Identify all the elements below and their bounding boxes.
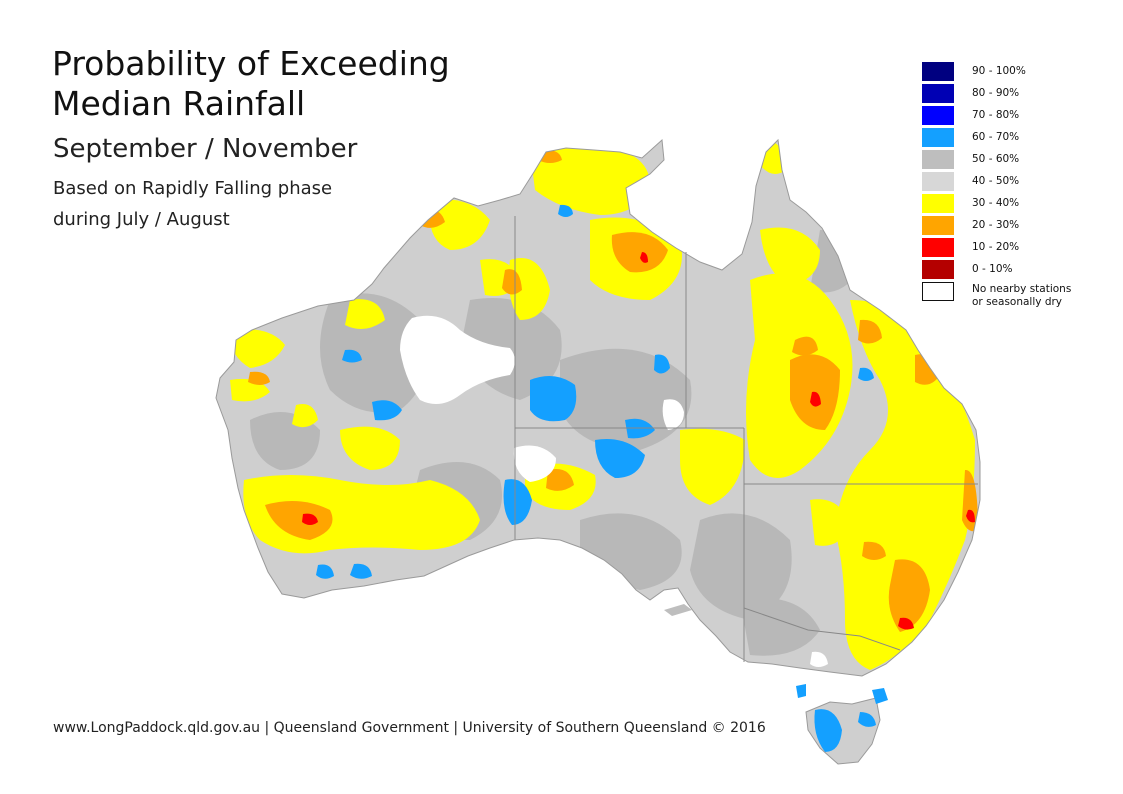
coastline bbox=[215, 138, 981, 765]
kangaroo-island bbox=[664, 604, 692, 616]
legend-swatch bbox=[922, 106, 954, 125]
legend-swatch bbox=[922, 128, 954, 147]
map-subtitle: September / November bbox=[53, 134, 358, 164]
legend-label: 60 - 70% bbox=[972, 131, 1020, 143]
legend-swatch bbox=[922, 194, 954, 213]
legend-item: 40 - 50% bbox=[922, 172, 1122, 194]
legend-swatch-no-data bbox=[922, 282, 954, 301]
legend-swatch bbox=[922, 84, 954, 103]
legend-swatch bbox=[922, 216, 954, 235]
legend-label: 70 - 80% bbox=[972, 109, 1020, 121]
legend-label: 0 - 10% bbox=[972, 263, 1013, 275]
flinders-island bbox=[872, 688, 888, 704]
legend-item: 80 - 90% bbox=[922, 84, 1122, 106]
legend-item: 70 - 80% bbox=[922, 106, 1122, 128]
king-island bbox=[796, 684, 806, 698]
legend-swatch bbox=[922, 62, 954, 81]
legend-item: 50 - 60% bbox=[922, 150, 1122, 172]
legend-swatch bbox=[922, 172, 954, 191]
legend-swatch bbox=[922, 260, 954, 279]
legend-swatch bbox=[922, 150, 954, 169]
title-line-2: Median Rainfall bbox=[52, 84, 306, 123]
legend-swatch bbox=[922, 238, 954, 257]
footer-credits: www.LongPaddock.qld.gov.au | Queensland … bbox=[53, 720, 766, 736]
phase-description-line-2: during July / August bbox=[53, 209, 230, 230]
legend-label: 90 - 100% bbox=[972, 65, 1026, 77]
legend-label-no-data: No nearby stations or seasonally dry bbox=[972, 283, 1071, 309]
legend-item: 10 - 20% bbox=[922, 238, 1122, 260]
legend-item: 90 - 100% bbox=[922, 62, 1122, 84]
legend-label: 40 - 50% bbox=[972, 175, 1020, 187]
legend-item: 0 - 10% bbox=[922, 260, 1122, 282]
legend-label: 80 - 90% bbox=[972, 87, 1020, 99]
no-data-label-line-1: No nearby stations bbox=[972, 283, 1072, 295]
legend-label: 20 - 30% bbox=[972, 219, 1020, 231]
legend-item: 60 - 70% bbox=[922, 128, 1122, 150]
legend-item: 30 - 40% bbox=[922, 194, 1122, 216]
legend-item: 20 - 30% bbox=[922, 216, 1122, 238]
phase-description-line-1: Based on Rapidly Falling phase bbox=[53, 178, 333, 199]
legend-label: 30 - 40% bbox=[972, 197, 1020, 209]
map-title: Probability of Exceeding Median Rainfall bbox=[52, 44, 450, 124]
legend-label: 50 - 60% bbox=[972, 153, 1020, 165]
state-borders bbox=[514, 216, 978, 662]
legend-label: 10 - 20% bbox=[972, 241, 1020, 253]
title-line-1: Probability of Exceeding bbox=[52, 44, 450, 83]
legend-item-no-data: No nearby stations or seasonally dry bbox=[922, 282, 1122, 312]
no-data-label-line-2: or seasonally dry bbox=[972, 296, 1063, 308]
islands bbox=[664, 604, 888, 704]
